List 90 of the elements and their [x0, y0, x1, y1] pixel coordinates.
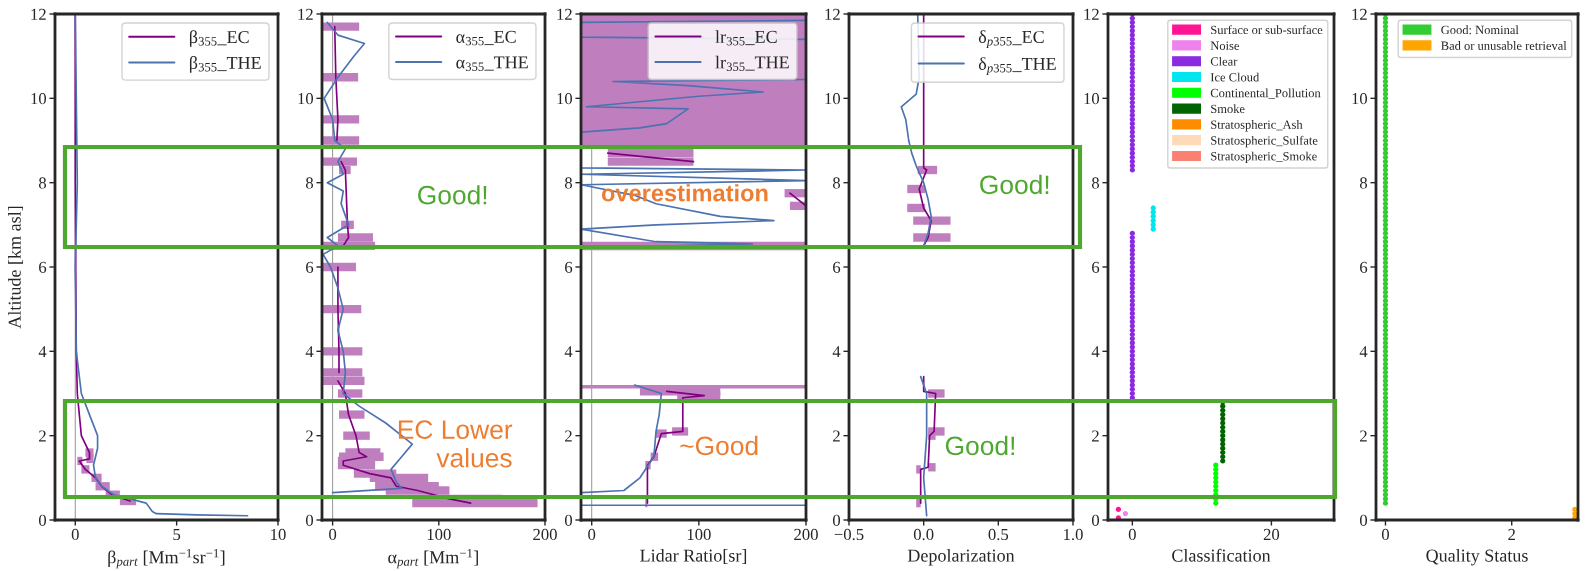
x-tick-label: 0: [71, 528, 79, 541]
y-tick-label: 12: [1352, 8, 1367, 20]
legend-label: α$_{355}$_THE: [456, 56, 528, 71]
legend-label: Surface or sub-surface: [1211, 25, 1323, 35]
legend-label: Continental_Pollution: [1210, 88, 1321, 99]
x-tick-label: 200: [794, 528, 818, 541]
legend-label: Stratospheric_Sulfate: [1211, 135, 1318, 148]
y-tick-label: 0: [832, 514, 841, 526]
annotation: ~Good: [680, 435, 758, 456]
legend-label: Smoke: [1211, 104, 1245, 114]
annotation: Good!: [418, 185, 487, 205]
x-axis-title: Quality Status: [1426, 549, 1528, 566]
y-tick-label: 8: [1359, 177, 1368, 189]
y-tick-label: 10: [825, 93, 841, 105]
annotation: Good!: [945, 435, 1015, 456]
y-tick-label: 4: [38, 346, 47, 358]
legend-label: Clear: [1210, 56, 1238, 66]
x-axis-title: Classification: [1172, 548, 1271, 562]
x-tick-label: 0: [329, 528, 337, 541]
x-tick-label: 0.5: [988, 528, 1009, 541]
legend-label: δ$_{p355}$_EC: [978, 30, 1044, 49]
x-tick-label: 5: [173, 528, 181, 541]
y-tick-label: 4: [1359, 346, 1368, 358]
legend-label: Stratospheric_Ash: [1211, 120, 1303, 132]
legend-label: β$_{355}$_THE: [189, 56, 261, 73]
x-tick-label: 20: [1263, 528, 1280, 541]
y-tick-label: 4: [305, 346, 314, 358]
y-tick-label: 6: [833, 261, 841, 273]
y-tick-label: 6: [1360, 261, 1368, 273]
y-tick-label: 12: [298, 8, 313, 20]
y-tick-label: 6: [39, 261, 47, 273]
annotation: Good!: [980, 174, 1049, 195]
legend-label: β$_{355}$_EC: [189, 30, 249, 47]
y-tick-label: 8: [1091, 177, 1100, 189]
legend-label: Stratospheric_Smoke: [1211, 151, 1317, 164]
y-tick-label: 2: [1360, 430, 1367, 442]
y-tick-label: 6: [306, 261, 314, 273]
y-tick-label: 8: [832, 177, 841, 189]
x-tick-label: 2: [1508, 528, 1515, 540]
y-axis-title: Altitude [km asl]: [8, 206, 24, 329]
x-tick-label: 10: [271, 528, 286, 541]
y-tick-label: 0: [1091, 514, 1100, 526]
y-tick-label: 4: [832, 346, 841, 358]
y-tick-label: 10: [298, 93, 314, 105]
legend-label: Ice Cloud: [1210, 72, 1260, 82]
x-tick-label: 0.0: [913, 528, 934, 541]
x-tick-label: 0: [1381, 528, 1389, 541]
legend-label: lr$_{355}$_THE: [715, 55, 789, 71]
y-tick-label: 10: [31, 93, 47, 105]
legend-label: Noise: [1210, 41, 1240, 50]
y-tick-label: 8: [38, 177, 47, 189]
x-axis-title: Lidar Ratio[sr]: [640, 549, 747, 564]
y-tick-label: 0: [305, 514, 314, 526]
y-tick-label: 2: [1092, 430, 1099, 442]
y-tick-label: 2: [39, 430, 46, 442]
legend-label: δ$_{p355}$_THE: [978, 57, 1056, 75]
x-tick-label: 100: [687, 528, 711, 541]
y-tick-label: 0: [38, 514, 47, 526]
x-tick-label: 1.0: [1064, 528, 1083, 541]
y-tick-label: 0: [564, 514, 573, 526]
y-tick-label: 8: [564, 177, 573, 189]
y-tick-label: 6: [565, 261, 573, 273]
x-tick-label: 0: [1128, 528, 1136, 541]
y-tick-label: 4: [564, 346, 573, 358]
y-tick-label: 4: [1091, 346, 1100, 358]
annotation: EC Lower values: [398, 420, 513, 468]
y-tick-label: 6: [1092, 261, 1100, 273]
y-tick-label: 2: [833, 430, 840, 442]
x-axis-title: β$_{part}$ [Mm$^{−1}$sr$^{−1}$]: [108, 549, 225, 569]
x-tick-label: 0: [588, 528, 596, 541]
y-tick-label: 2: [565, 430, 572, 442]
y-tick-label: 10: [1084, 93, 1100, 105]
legend-label: Good: Nominal: [1441, 25, 1519, 35]
x-axis-title: Depolarization: [907, 549, 1015, 566]
y-tick-label: 12: [1084, 8, 1099, 20]
y-tick-label: 0: [1359, 514, 1368, 526]
y-tick-label: 12: [557, 8, 572, 20]
x-tick-label: −0.5: [834, 528, 864, 541]
legend-label: lr$_{355}$_EC: [715, 30, 777, 46]
x-tick-label: 200: [533, 528, 557, 541]
y-tick-label: 10: [1352, 93, 1368, 105]
legend-label: α$_{355}$_EC: [456, 30, 516, 46]
legend-label: Bad or unusable retrieval: [1441, 41, 1567, 50]
y-tick-label: 10: [557, 93, 573, 105]
y-tick-label: 8: [305, 177, 314, 189]
x-axis-title: α$_{part}$ [Mm$^{−1}$]: [388, 549, 478, 569]
y-tick-label: 12: [31, 8, 46, 20]
x-tick-label: 100: [427, 528, 451, 541]
y-tick-label: 12: [825, 8, 840, 20]
y-tick-label: 2: [306, 430, 313, 442]
